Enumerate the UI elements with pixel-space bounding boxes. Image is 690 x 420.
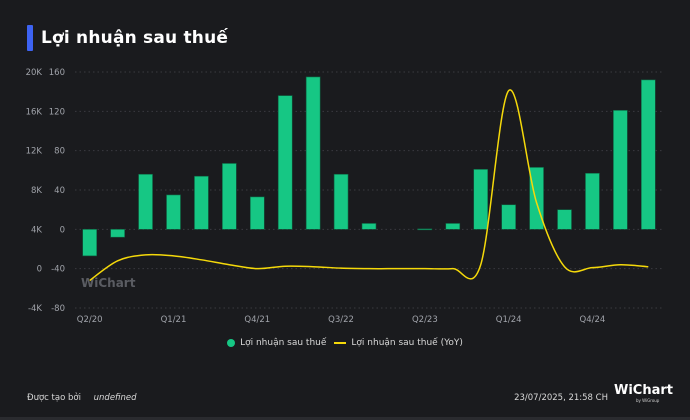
footer-credit: Được tạo bởi undefined bbox=[27, 393, 137, 403]
bar-Q3/20[interactable] bbox=[110, 229, 125, 238]
right-axis-tick: 80 bbox=[54, 147, 65, 157]
title-accent-bar bbox=[27, 25, 33, 51]
bar-Q3/21[interactable] bbox=[222, 163, 237, 230]
bar-Q2/21[interactable] bbox=[194, 175, 209, 230]
bar-Q1/24[interactable] bbox=[501, 204, 516, 230]
right-axis-tick: -80 bbox=[51, 304, 65, 314]
bar-Q4/21[interactable] bbox=[249, 196, 265, 230]
bar-Q2/22[interactable] bbox=[305, 76, 321, 230]
left-axis-tick: -4K bbox=[28, 304, 42, 314]
bar-Q3/23[interactable] bbox=[445, 223, 461, 230]
x-axis-tick: Q1/24 bbox=[496, 315, 522, 325]
chart-title: Lợi nhuận sau thuế bbox=[41, 28, 229, 48]
bar-Q4/24[interactable] bbox=[585, 172, 600, 230]
left-axis-tick: 20K bbox=[26, 68, 43, 78]
right-axis-tick: -40 bbox=[51, 265, 65, 275]
bar-Q2/23[interactable] bbox=[417, 228, 433, 231]
bottom-divider bbox=[0, 417, 690, 420]
x-axis-tick: Q2/23 bbox=[412, 315, 438, 325]
watermark-logo: WiChart bbox=[81, 276, 136, 290]
chart-plot: 20K 160 16K 120 12K 80 8K 40 4K 0 0 -40 -4K -80 WiChar… bbox=[26, 68, 662, 325]
bar-Q4/23[interactable] bbox=[473, 169, 489, 230]
brand-logo: WiChart bbox=[614, 383, 673, 398]
legend-item-bar[interactable]: Lợi nhuận sau thuế bbox=[227, 338, 326, 348]
footer-timestamp: 23/07/2025, 21:58 CH bbox=[514, 393, 608, 403]
bar-Q2/25[interactable] bbox=[640, 79, 656, 230]
chart-header: Lợi nhuận sau thuế bbox=[27, 25, 228, 51]
right-axis-tick: 40 bbox=[54, 186, 65, 196]
bar-Q4/20[interactable] bbox=[138, 173, 153, 230]
x-axis-tick: Q4/21 bbox=[244, 315, 270, 325]
author-name: undefined bbox=[93, 393, 137, 403]
left-axis-tick: 0 bbox=[37, 265, 42, 275]
created-by-label: Được tạo bởi bbox=[27, 393, 81, 403]
legend-line-icon bbox=[334, 342, 347, 344]
x-axis-tick: Q4/24 bbox=[580, 315, 606, 325]
legend-dot-icon bbox=[227, 339, 236, 347]
bar-Q3/24[interactable] bbox=[557, 209, 572, 230]
bar-Q1/22[interactable] bbox=[277, 95, 293, 230]
x-axis-tick: Q1/21 bbox=[161, 315, 187, 325]
bar-Q3/22[interactable] bbox=[333, 173, 349, 230]
right-axis-tick: 120 bbox=[49, 107, 65, 117]
left-axis-tick: 8K bbox=[31, 186, 42, 196]
bar-Q2/24[interactable] bbox=[529, 167, 544, 230]
legend-bar-label: Lợi nhuận sau thuế bbox=[240, 338, 327, 348]
bar-Q4/22[interactable] bbox=[361, 223, 377, 230]
right-axis-tick: 160 bbox=[49, 68, 65, 78]
brand-subtitle: by WiGroup bbox=[636, 398, 660, 403]
left-axis-tick: 16K bbox=[26, 107, 43, 117]
bar-Q1/25[interactable] bbox=[613, 110, 628, 230]
left-axis-tick: 12K bbox=[26, 147, 43, 157]
x-axis-tick: Q2/20 bbox=[77, 315, 103, 325]
yoy-line[interactable] bbox=[89, 89, 649, 282]
bar-Q2/20[interactable] bbox=[82, 229, 97, 257]
chart-legend: Lợi nhuận sau thuế Lợi nhuận sau thuế (Y… bbox=[0, 338, 690, 348]
x-axis-tick: Q3/22 bbox=[328, 315, 354, 325]
legend-item-line[interactable]: Lợi nhuận sau thuế (YoY) bbox=[334, 338, 463, 348]
right-axis-tick: 0 bbox=[60, 225, 65, 235]
legend-line-label: Lợi nhuận sau thuế (YoY) bbox=[351, 338, 463, 348]
left-axis-tick: 4K bbox=[31, 225, 42, 235]
bar-Q1/21[interactable] bbox=[166, 194, 181, 230]
